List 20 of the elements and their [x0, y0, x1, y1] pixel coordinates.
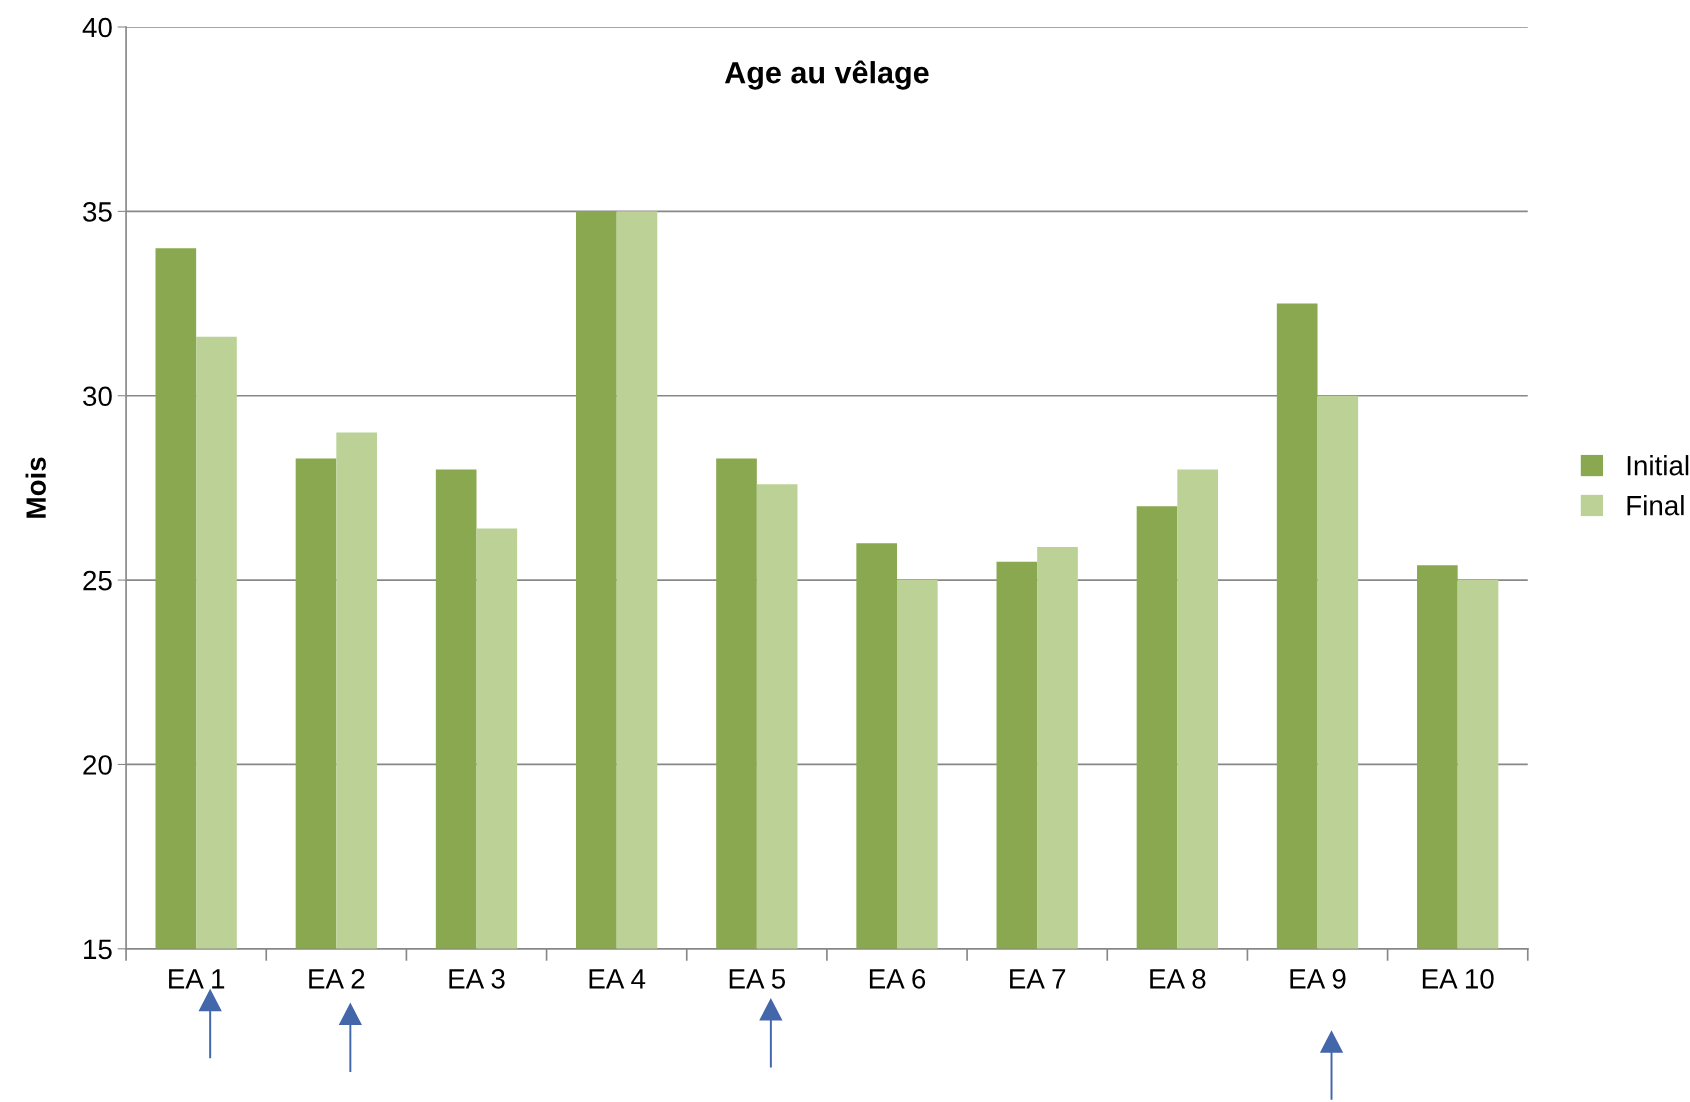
y-tick-label: 30	[83, 386, 112, 407]
text: Age au vêlage	[724, 60, 929, 90]
x-tick-label: EA 2	[309, 969, 365, 989]
x-tick-label: EA 7	[1010, 969, 1066, 989]
legend-label: Initial	[1627, 455, 1689, 476]
y-tick-label: 20	[83, 755, 112, 775]
x-tick-label: EA 1	[169, 969, 225, 989]
x-tick-label: EA 10	[1422, 969, 1494, 989]
x-tick-label: EA 4	[589, 969, 646, 989]
x-tick-label: EA 8	[1150, 969, 1206, 989]
y-tick-label: 40	[82, 17, 112, 38]
y-tick-label: 35	[83, 202, 112, 222]
legend-label: Final	[1627, 495, 1684, 516]
x-tick-label: EA 5	[729, 969, 786, 989]
x-tick-label: EA 6	[869, 969, 926, 989]
x-tick-label: EA 3	[449, 969, 505, 989]
x-tick-label: EA 9	[1290, 969, 1346, 989]
y-tick-label: 25	[83, 570, 112, 591]
y-tick-label: 15	[84, 939, 112, 960]
y-axis-title: Mois	[25, 457, 46, 518]
